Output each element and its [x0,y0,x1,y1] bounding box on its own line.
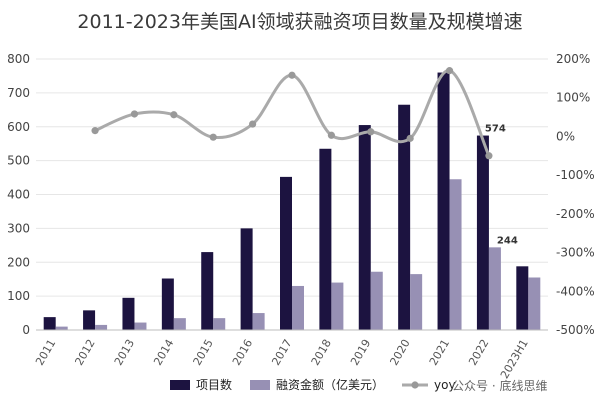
bar-funding-amount [449,179,462,330]
legend-label: yoy [434,378,456,392]
data-label: 574 [485,124,506,135]
bar-project-count [280,176,292,330]
yoy-line [94,69,491,157]
legend-line-marker [411,381,419,389]
yoy-point [170,111,178,119]
y-tick-label: 100 [7,289,30,303]
y2-tick-label: -500% [556,323,595,337]
bar-project-count [201,252,214,330]
y-tick-label: 600 [7,120,30,134]
bar-funding-amount [488,247,501,330]
bar-funding-amount [331,282,344,330]
bar-project-count [398,104,411,330]
bar-funding-amount [134,322,147,330]
x-tick-label: 2022 [466,337,491,368]
x-tick-label: 2019 [348,337,373,368]
y-tick-label: 400 [7,188,30,202]
legend-label: 项目数 [196,377,232,392]
axes: 0 100 200 300 400 500 600 700 800 -500% -400% -300%… [7,52,595,381]
y2-tick-label: -400% [556,284,595,298]
bar-project-count [122,297,135,330]
bar-project-count [319,148,332,330]
bar-funding-amount [55,326,68,330]
x-tick-label: 2013 [112,337,137,368]
y2-tick-label: -300% [556,246,595,260]
yoy-point [406,134,414,142]
bar-funding-amount [213,318,226,330]
yoy-point [91,127,99,135]
bar-funding-amount [410,274,423,330]
x-tick-label: 2015 [191,337,216,368]
bar-project-count [83,310,96,330]
y2-tick-label: 0% [556,129,575,143]
data-label: 244 [497,235,518,246]
x-tick-label: 2018 [309,337,334,368]
x-tick-label: 2011 [33,337,58,368]
bar-funding-amount [528,277,541,330]
x-tick-label: 2017 [269,337,294,368]
yoy-point [327,131,335,139]
bar-funding-amount [95,324,108,330]
legend-swatch [170,380,190,390]
x-tick-label: 2016 [230,337,255,368]
bar-funding-amount [292,285,304,330]
x-tick-label: 2014 [151,337,176,368]
y-tick-label: 0 [22,323,30,337]
watermark: 公众号 · 底线思维 [452,378,547,393]
bar-project-count [358,125,371,331]
bar-project-count [43,317,56,330]
y-tick-label: 200 [7,255,30,269]
data-labels: 574 244 [485,124,518,247]
yoy-line-group [91,67,493,160]
y2-tick-label: -200% [556,207,595,221]
y2-tick-label: 100% [556,91,590,105]
y-tick-label: 800 [7,52,30,66]
bar-funding-amount [370,271,383,330]
legend: 项目数 融资金额（亿美元） yoy [170,377,456,392]
chart-title: 2011-2023年美国AI领域获融资项目数量及规模增速 [77,11,522,33]
bar-project-count [476,135,489,330]
bar-project-count [437,72,450,331]
x-tick-label: 2021 [427,337,452,368]
bars [43,72,541,331]
legend-swatch [250,380,270,390]
bar-project-count [161,278,174,330]
y-tick-label: 300 [7,221,30,235]
x-tick-label: 2012 [72,337,97,368]
yoy-point [485,152,493,160]
x-tick-label: 2023H1 [498,337,531,381]
yoy-point [445,67,454,75]
yoy-point [288,71,296,79]
bar-funding-amount [252,313,265,330]
y-tick-label: 500 [7,154,30,168]
legend-label: 融资金额（亿美元） [276,377,384,392]
yoy-point [130,110,139,118]
yoy-point [367,128,375,136]
watermark-text: 公众号 · 底线思维 [452,378,547,393]
bar-project-count [240,228,253,330]
yoy-point [249,120,257,128]
bar-project-count [516,266,529,330]
yoy-point [209,133,217,141]
y2-tick-label: 200% [556,52,590,66]
x-tick-label: 2020 [387,337,412,368]
bar-funding-amount [173,318,186,330]
y-tick-label: 700 [7,86,30,100]
y2-tick-label: -100% [556,168,595,182]
